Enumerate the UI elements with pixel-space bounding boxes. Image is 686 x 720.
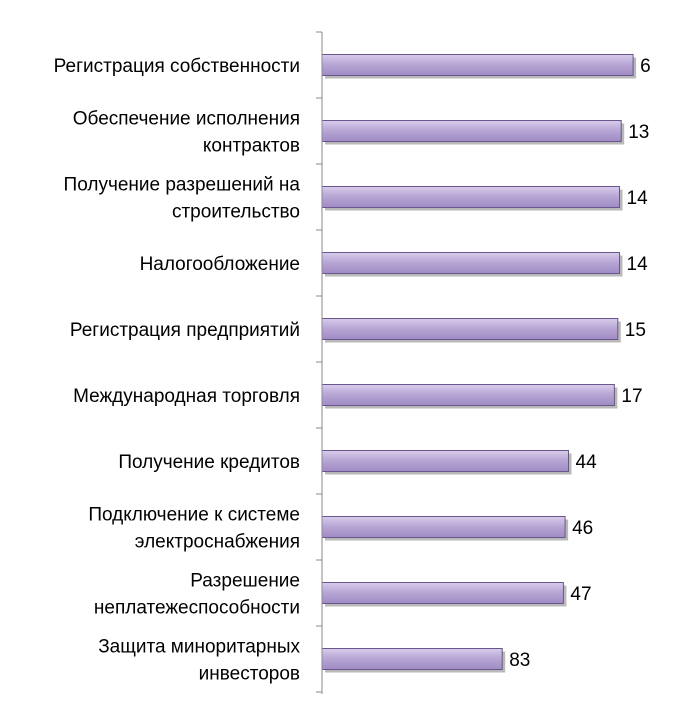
category-label: электроснабжения (135, 532, 300, 553)
bar (321, 252, 620, 274)
category-label: Регистрация собственности (54, 56, 300, 77)
value-labels: 6 13 14 14 15 17 44 46 47 83 (509, 56, 650, 671)
bar (321, 54, 634, 76)
value-label: 15 (625, 320, 646, 341)
bar-shadows (325, 57, 637, 673)
category-label: контрактов (203, 136, 300, 157)
category-label: Защита миноритарных (98, 637, 300, 658)
bar (321, 318, 619, 340)
bar (321, 648, 503, 670)
bar (321, 516, 566, 538)
bars (321, 54, 634, 670)
category-label: Регистрация предприятий (70, 320, 300, 341)
value-label: 13 (628, 122, 649, 143)
category-label: Подключение к системе (88, 505, 300, 526)
bar (321, 186, 620, 208)
category-label: Международная торговля (73, 386, 300, 407)
value-label: 17 (621, 386, 642, 407)
value-label: 46 (572, 518, 593, 539)
bar (321, 384, 615, 406)
value-label: 14 (627, 188, 649, 209)
category-axis (316, 31, 323, 694)
category-label: Налогообложение (140, 254, 300, 275)
category-label: Получение разрешений на (64, 175, 301, 196)
category-label: инвесторов (199, 664, 300, 685)
category-label: Получение кредитов (118, 452, 300, 473)
value-label: 14 (627, 254, 649, 275)
category-label: строительство (172, 202, 300, 223)
value-label: 6 (640, 56, 651, 77)
bar (321, 450, 569, 472)
category-label: Разрешение (190, 571, 300, 592)
value-label: 83 (509, 650, 530, 671)
category-labels: Регистрация собственности Обеспечение исп… (54, 56, 301, 685)
category-label: неплатежеспособности (94, 598, 300, 619)
bar (321, 120, 622, 142)
value-label: 47 (570, 584, 591, 605)
category-label: Обеспечение исполнения (73, 109, 300, 130)
value-label: 44 (576, 452, 598, 473)
bar (321, 582, 564, 604)
